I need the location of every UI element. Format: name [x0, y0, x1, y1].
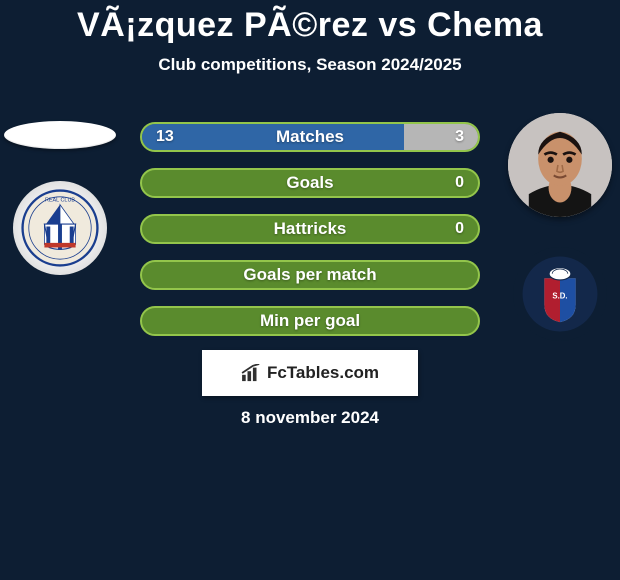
player-right-column: S.D.: [500, 105, 620, 341]
stat-bar-label: Matches: [142, 124, 478, 150]
stat-bar-label: Min per goal: [142, 308, 478, 334]
stat-bar-label: Goals per match: [142, 262, 478, 288]
stat-bar-label: Hattricks: [142, 216, 478, 242]
stat-bar-row: Min per goal: [140, 306, 480, 336]
stat-bar-right-value: 0: [441, 216, 478, 242]
stat-bar-row: Hattricks0: [140, 214, 480, 244]
stat-bar-row: Goals per match: [140, 260, 480, 290]
brand-badge[interactable]: FcTables.com: [202, 350, 418, 396]
stat-bar-row: Goals0: [140, 168, 480, 198]
date-text: 8 november 2024: [0, 408, 620, 428]
page-title: VÃ¡zquez PÃ©rez vs Chema: [0, 6, 620, 45]
svg-text:S.D.: S.D.: [552, 292, 567, 301]
eibar-crest-icon: S.D.: [521, 255, 599, 333]
deportivo-crest-icon: REAL CLUB: [21, 189, 99, 267]
stat-bar-label: Goals: [142, 170, 478, 196]
stat-bar-right-value: 0: [441, 170, 478, 196]
stats-bars: Matches133Goals0Hattricks0Goals per matc…: [140, 122, 480, 352]
stat-bar-left-value: 13: [142, 124, 188, 150]
player-right-face-icon: [508, 113, 612, 217]
stat-bar-row: Matches13 3: [140, 122, 480, 152]
stat-bar-right-value: 3: [441, 124, 478, 150]
brand-text: FcTables.com: [267, 363, 379, 383]
player-left-avatar-placeholder: [4, 121, 116, 149]
brand-chart-icon: [241, 364, 263, 382]
player-left-club-crest: REAL CLUB: [13, 181, 107, 275]
comparison-card: VÃ¡zquez PÃ©rez vs Chema Club competitio…: [0, 0, 620, 580]
player-right-avatar: [508, 113, 612, 217]
subtitle: Club competitions, Season 2024/2025: [0, 55, 620, 75]
svg-text:REAL CLUB: REAL CLUB: [45, 197, 75, 203]
player-left-column: REAL CLUB: [0, 105, 120, 275]
player-right-club-crest: S.D.: [513, 247, 607, 341]
